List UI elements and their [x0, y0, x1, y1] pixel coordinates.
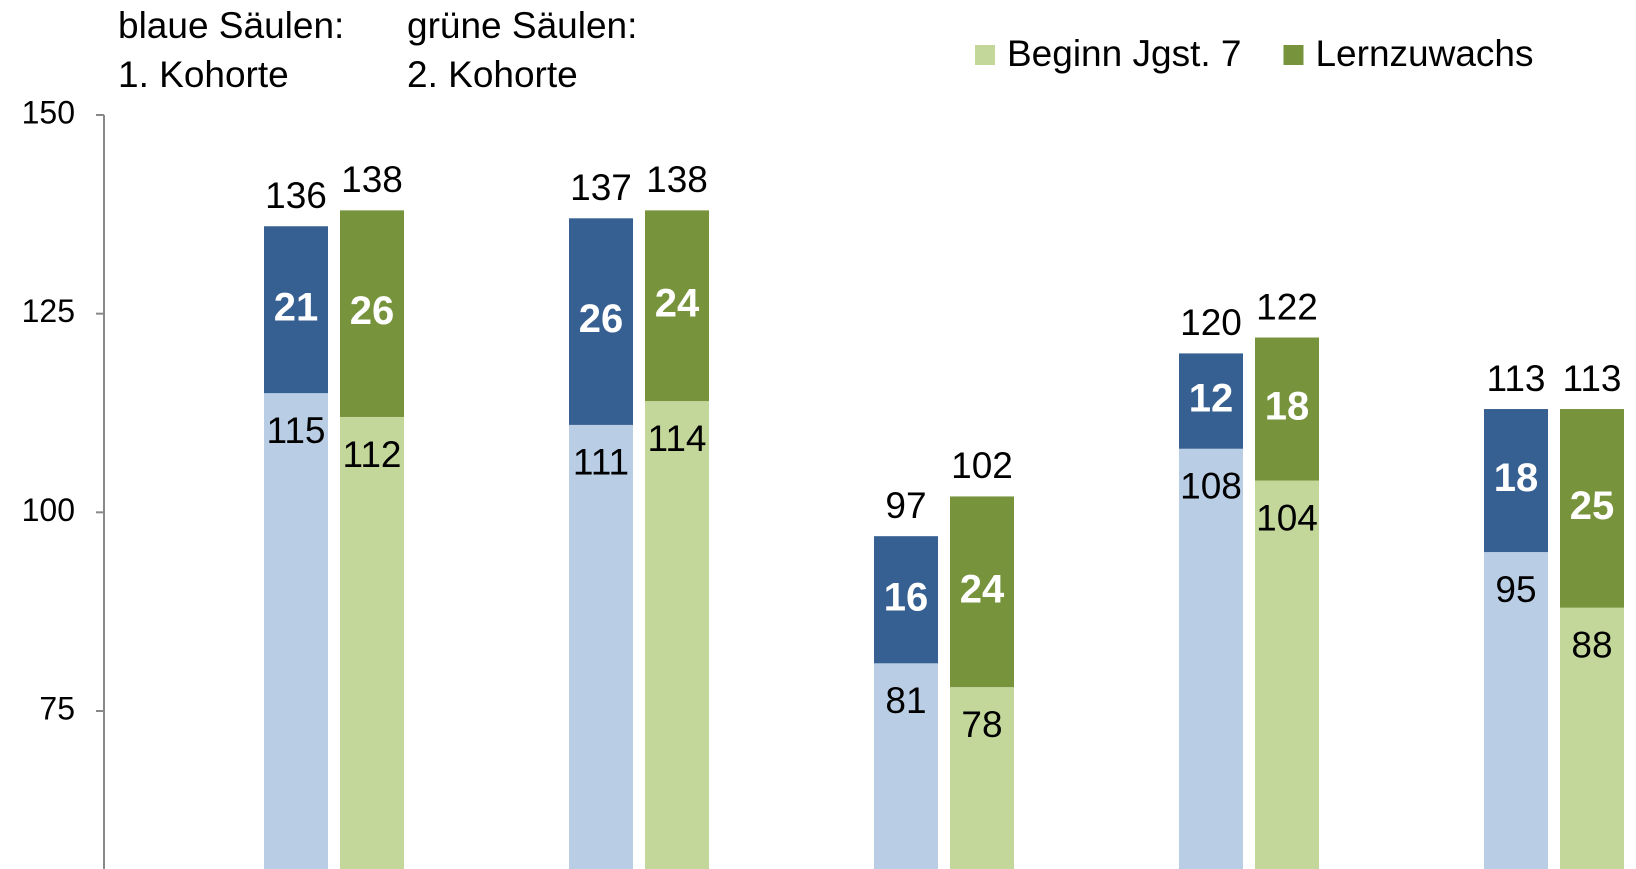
value-label: 18	[1494, 456, 1539, 500]
total-label: 120	[1180, 302, 1242, 343]
legend-swatch	[1283, 45, 1304, 65]
total-label: 113	[1563, 358, 1622, 399]
bar-segment	[1484, 409, 1548, 553]
value-label: 78	[961, 704, 1002, 745]
bar-segment	[645, 210, 709, 402]
bar-segment	[569, 424, 633, 869]
value-label: 24	[655, 281, 700, 325]
legend-label: Beginn Jgst. 7	[1007, 33, 1241, 74]
bar-segment	[950, 687, 1014, 869]
value-label: 88	[1571, 624, 1612, 665]
annotation: blaue Säulen:	[118, 5, 344, 46]
bar-segment	[1255, 480, 1319, 869]
value-label: 81	[885, 680, 926, 721]
total-label: 138	[646, 159, 708, 200]
value-label: 26	[350, 289, 395, 333]
value-label: 18	[1265, 385, 1310, 429]
bar-segment	[1560, 607, 1624, 869]
total-label: 136	[265, 175, 327, 216]
bar-segment	[874, 663, 938, 869]
value-label: 16	[884, 575, 929, 619]
value-label: 115	[267, 410, 326, 451]
value-label: 26	[579, 297, 624, 341]
value-label: 108	[1180, 466, 1242, 507]
y-tick-label: 125	[22, 293, 75, 329]
bar-segment	[264, 393, 328, 869]
y-tick-label: 75	[39, 690, 75, 726]
legend-swatch	[975, 45, 995, 65]
y-tick-label: 100	[22, 492, 75, 528]
y-tick-label: 150	[22, 94, 75, 130]
annotation: 1. Kohorte	[118, 54, 289, 95]
bar-segment	[1484, 552, 1548, 869]
bar-segment	[340, 210, 404, 417]
value-label: 114	[648, 418, 707, 459]
bar-segment	[874, 536, 938, 664]
bar-segment	[1179, 353, 1243, 449]
value-label: 95	[1495, 569, 1536, 610]
value-label: 24	[960, 567, 1005, 611]
value-label: 111	[573, 442, 629, 483]
bar-segment	[1255, 337, 1319, 481]
value-label: 12	[1189, 377, 1234, 421]
bar-segment	[264, 226, 328, 394]
total-label: 137	[570, 167, 632, 208]
total-label: 138	[341, 159, 403, 200]
bar-segment	[1560, 409, 1624, 608]
bar-segment	[950, 496, 1014, 688]
bar-segment	[645, 401, 709, 869]
total-label: 113	[1487, 358, 1546, 399]
annotation: 2. Kohorte	[407, 54, 578, 95]
annotation: grüne Säulen:	[407, 5, 637, 46]
total-label: 97	[885, 485, 926, 526]
value-label: 21	[274, 285, 319, 329]
bar-segment	[340, 416, 404, 869]
total-label: 122	[1256, 286, 1318, 327]
legend-label: Lernzuwachs	[1315, 33, 1533, 74]
value-label: 112	[343, 434, 402, 475]
value-label: 25	[1570, 484, 1615, 528]
total-label: 102	[951, 445, 1013, 486]
value-label: 104	[1256, 497, 1318, 538]
bar-segment	[1179, 448, 1243, 869]
bar-segment	[569, 218, 633, 425]
